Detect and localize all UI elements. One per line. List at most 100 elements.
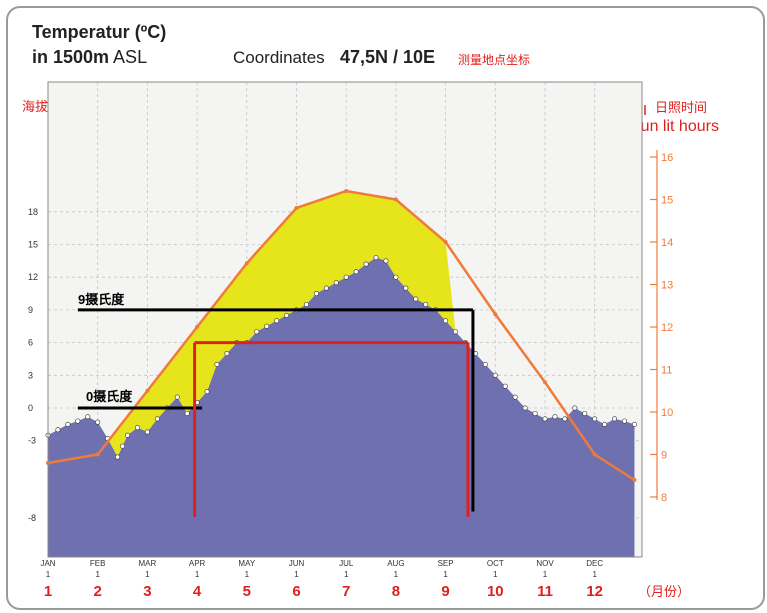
temperature-point — [502, 383, 508, 389]
temperature-point — [343, 274, 349, 280]
temperature-point — [512, 394, 518, 400]
temperature-point — [174, 394, 180, 400]
x-tick-label: MAY — [238, 559, 255, 568]
temperature-point — [303, 301, 309, 307]
x-tick-label: FEB — [90, 559, 106, 568]
temperature-point — [423, 301, 429, 307]
temperature-point — [353, 269, 359, 275]
nine-degree-label: 9摄氏度 — [78, 292, 125, 307]
temperature-point — [363, 261, 369, 267]
temperature-point — [65, 421, 71, 427]
y-right-tick-label: 16 — [661, 152, 673, 164]
month-number-label: 6 — [292, 583, 300, 600]
y-left-tick-label: -8 — [28, 513, 36, 523]
temperature-point — [612, 416, 618, 422]
y-right-axis-label-cn: 日照时间 — [655, 100, 708, 115]
x-tick-day: 1 — [195, 570, 200, 579]
temperature-point — [403, 285, 409, 291]
y-right-axis-label: Sun lit hours — [630, 118, 719, 135]
x-tick-day: 1 — [592, 570, 597, 579]
temperature-point — [492, 372, 498, 378]
month-number-label: 12 — [586, 583, 603, 600]
chart-title: Temperatur (ºC) — [32, 22, 167, 42]
sun-hours-point — [493, 312, 498, 317]
x-tick-label: DEC — [586, 559, 603, 568]
temperature-point — [482, 361, 488, 367]
temperature-point — [522, 405, 528, 411]
temperature-point — [254, 329, 260, 335]
temperature-point — [55, 427, 61, 433]
temperature-point — [154, 416, 160, 422]
x-tick-label: JUL — [339, 559, 354, 568]
month-number-label: 11 — [537, 583, 553, 600]
temperature-point — [75, 418, 81, 424]
temperature-point — [134, 425, 140, 431]
temperature-point — [85, 414, 91, 420]
x-tick-label: JAN — [40, 559, 55, 568]
temperature-point — [453, 329, 459, 335]
sun-hours-point — [195, 325, 200, 329]
x-tick-label: OCT — [487, 559, 504, 568]
temperature-point — [264, 323, 270, 329]
temperature-point — [443, 318, 449, 324]
x-tick-label: JUN — [289, 559, 305, 568]
y-right-tick-label: 14 — [661, 237, 673, 249]
month-number-label: 8 — [392, 583, 400, 600]
x-tick-day: 1 — [394, 570, 399, 579]
temperature-point — [552, 414, 558, 420]
x-tick-day: 1 — [245, 570, 250, 579]
y-left-tick-label: 0 — [28, 403, 33, 413]
altitude-value: in 1500m — [32, 47, 110, 67]
x-tick-day: 1 — [543, 570, 548, 579]
sun-surplus-area — [97, 191, 456, 458]
temperature-point — [313, 291, 319, 297]
y-left-tick-label: 9 — [28, 305, 33, 315]
temperature-point — [284, 312, 290, 318]
x-tick-day: 1 — [443, 570, 448, 579]
month-unit-label: （月份） — [638, 584, 690, 599]
temperature-point — [393, 274, 399, 280]
x-tick-label: NOV — [536, 559, 554, 568]
x-tick-day: 1 — [294, 570, 299, 579]
temperature-point — [383, 258, 389, 264]
temperature-point — [274, 318, 280, 324]
x-tick-label: AUG — [387, 559, 404, 568]
month-number-label: 1 — [44, 583, 52, 600]
coordinates-label: Coordinates — [233, 48, 325, 67]
y-right-tick-label: 15 — [661, 195, 673, 207]
temperature-point — [572, 405, 578, 411]
coordinates-cn-note: 测量地点坐标 — [458, 53, 531, 67]
y-left-tick-label: 15 — [28, 240, 38, 250]
month-number-label: 10 — [487, 583, 504, 600]
temperature-point — [592, 416, 598, 422]
temperature-point — [120, 443, 126, 449]
month-number-label: 4 — [193, 583, 202, 600]
zero-degree-label: 0摄氏度 — [86, 389, 133, 404]
temperature-point — [224, 350, 230, 356]
temperature-point — [562, 416, 568, 422]
temperature-point — [333, 280, 339, 286]
y-right-tick-label: 13 — [661, 280, 673, 292]
sun-hours-point — [393, 197, 398, 202]
temperature-point — [622, 418, 628, 424]
sun-hours-point — [294, 206, 299, 210]
chart-subtitle: in 1500m ASL — [32, 47, 147, 68]
x-tick-day: 1 — [344, 570, 349, 579]
y-right-tick-label: 10 — [661, 407, 673, 419]
month-number-label: 7 — [342, 583, 350, 600]
temperature-point — [144, 429, 150, 435]
altitude-unit: ASL — [109, 47, 148, 67]
y-left-tick-label: 12 — [28, 272, 38, 282]
sun-hours-point — [632, 478, 637, 482]
month-number-label: 5 — [243, 583, 251, 600]
temperature-point — [602, 421, 608, 427]
month-number-label: 3 — [143, 583, 151, 600]
temperature-point — [214, 361, 220, 367]
y-left-tick-label: 6 — [28, 338, 33, 348]
x-tick-day: 1 — [493, 570, 498, 579]
y-left-tick-label: -3 — [28, 436, 36, 446]
sun-hours-point — [543, 380, 547, 385]
sun-hours-point — [95, 452, 100, 457]
month-number-label: 2 — [94, 583, 102, 600]
